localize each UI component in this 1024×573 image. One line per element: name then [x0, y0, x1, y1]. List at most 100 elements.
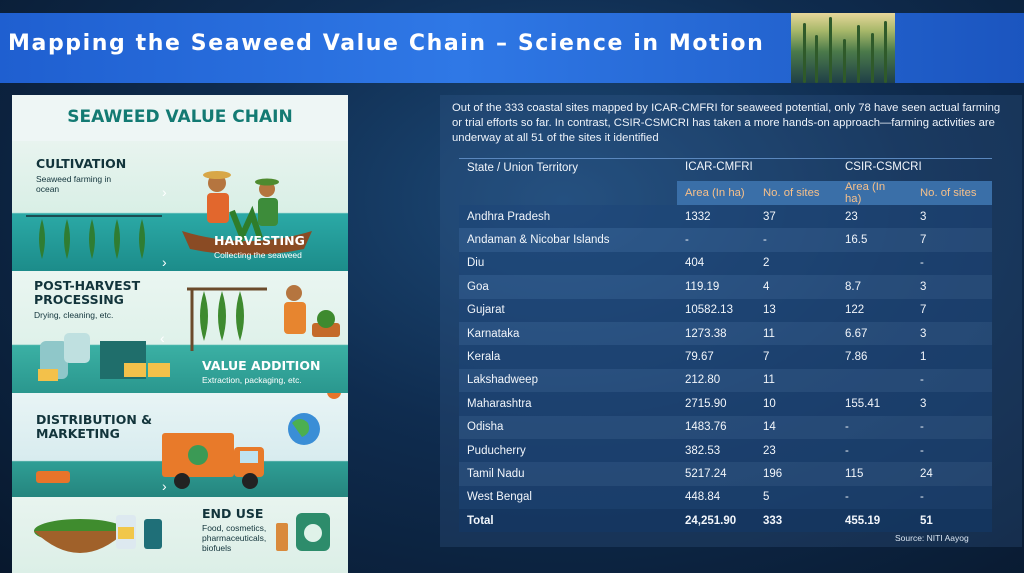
- infographic-heading: SEAWEED VALUE CHAIN: [67, 107, 293, 127]
- csir-area-cell: -: [837, 438, 912, 463]
- csir-sites-cell: 24: [912, 462, 992, 486]
- svg-text:‹: ‹: [160, 330, 165, 346]
- table-body: Andhra Pradesh 1332 37 23 3 Andaman & Nicobar…: [459, 205, 992, 533]
- icar-area-cell: 1483.76: [677, 415, 755, 439]
- stage-distribution-title: DISTRIBUTION & MARKETING: [36, 412, 153, 441]
- state-cell: Puducherry: [459, 438, 677, 463]
- stage-processing-title: POST-HARVEST PROCESSING: [34, 278, 141, 307]
- csir-sites-cell: 7: [912, 298, 992, 322]
- icar-area-cell: 1332: [677, 205, 755, 229]
- stage-harvesting-title: HARVESTING: [214, 233, 305, 248]
- table-row: West Bengal 448.84 5- -: [459, 485, 992, 510]
- csir-sites-cell: 7: [912, 228, 992, 252]
- csir-area-cell: 16.5: [837, 228, 912, 252]
- csir-csmcri-header: CSIR-CSMCRI: [845, 161, 922, 173]
- state-cell: Goa: [459, 275, 677, 299]
- table-row: Puducherry 382.53 23- -: [459, 438, 992, 463]
- icar-sites-cell: 4: [755, 275, 837, 299]
- table-row: Diu 404 2 -: [459, 251, 992, 276]
- csir-area-cell: [837, 251, 912, 276]
- table-row: Andhra Pradesh 1332 37 23 3: [459, 205, 992, 229]
- value-chain-infographic: SEAWEED VALUE CHAIN › › CULTIVATION Seaw…: [12, 95, 348, 573]
- icar-sites-cell: 7: [755, 345, 837, 369]
- total-label: Total: [459, 509, 677, 533]
- table-row: Maharashtra 2715.90 10 155.41 3: [459, 392, 992, 416]
- stage-cultivation-title: CULTIVATION: [36, 156, 127, 171]
- table-row: Odisha 1483.76 14- -: [459, 415, 992, 439]
- icar-area-cell: 5217.24: [677, 462, 755, 486]
- icar-area-cell: -: [677, 228, 755, 252]
- state-cell: Andaman & Nicobar Islands: [459, 228, 677, 252]
- state-cell: Odisha: [459, 415, 677, 439]
- icar-sites-cell: 11: [755, 321, 837, 346]
- icar-area-cell: 1273.38: [677, 321, 755, 346]
- table-row: Tamil Nadu 5217.24 196 115 24: [459, 462, 992, 486]
- state-cell: Karnataka: [459, 321, 677, 346]
- total-csir-area: 455.19: [837, 509, 912, 533]
- boat-illustration: › ›: [26, 171, 312, 270]
- state-cell: West Bengal: [459, 485, 677, 510]
- svg-text:›: ›: [162, 184, 167, 200]
- state-cell: Andhra Pradesh: [459, 205, 677, 229]
- table-row: Kerala 79.67 7 7.86 1: [459, 345, 992, 369]
- stage-value-addition-subtitle: Extraction, packaging, etc.: [202, 375, 302, 385]
- csir-area-cell: 7.86: [837, 345, 912, 369]
- icar-cmfri-header: ICAR-CMFRI: [685, 161, 753, 173]
- processing-illustration: ‹: [38, 285, 340, 381]
- svg-text:›: ›: [162, 478, 167, 494]
- csir-sites-cell: 1: [912, 345, 992, 369]
- csir-sites-cell: 3: [912, 321, 992, 346]
- stage-harvesting-subtitle: Collecting the seaweed: [214, 250, 302, 260]
- state-cell: Diu: [459, 251, 677, 276]
- total-icar-sites: 333: [755, 509, 837, 533]
- icar-sites-cell: 13: [755, 298, 837, 322]
- icar-sites-cell: 37: [755, 205, 837, 229]
- csir-area-cell: 8.7: [837, 275, 912, 299]
- csir-sites-cell: -: [912, 438, 992, 463]
- icar-sites-cell: 23: [755, 438, 837, 463]
- table-row: Andaman & Nicobar Islands - -16.5 7: [459, 228, 992, 252]
- icar-sites-cell: 14: [755, 415, 837, 439]
- csir-area-cell: 23: [837, 205, 912, 229]
- icar-sites-cell: 10: [755, 392, 837, 416]
- icar-area-cell: 382.53: [677, 438, 755, 463]
- icar-sites-cell: 11: [755, 368, 837, 393]
- csir-sites-header: No. of sites: [912, 181, 992, 205]
- icar-sites-cell: -: [755, 228, 837, 252]
- icar-sites-cell: 196: [755, 462, 837, 486]
- csir-sites-cell: 3: [912, 205, 992, 229]
- icar-sites-cell: 5: [755, 485, 837, 510]
- table-row: Karnataka 1273.38 11 6.67 3: [459, 321, 992, 346]
- csir-area-cell: 6.67: [837, 321, 912, 346]
- csir-sites-cell: 3: [912, 275, 992, 299]
- icar-sites-header: No. of sites: [755, 181, 837, 205]
- icar-area-header: Area (In ha): [677, 181, 755, 205]
- table-row: Goa 119.19 4 8.7 3: [459, 275, 992, 299]
- truck-illustration: ›: [36, 393, 341, 494]
- intro-text: Out of the 333 coastal sites mapped by I…: [452, 102, 1001, 144]
- stage-cultivation-subtitle: Seaweed farming in ocean: [36, 174, 112, 194]
- csir-area-cell: -: [837, 415, 912, 439]
- state-cell: Gujarat: [459, 298, 677, 322]
- icar-area-cell: 119.19: [677, 275, 755, 299]
- table-total-row: Total 24,251.90 333 455.19 51: [459, 509, 992, 533]
- table-top-rule: [459, 158, 992, 159]
- table-row: Gujarat 10582.13 13 122 7: [459, 298, 992, 322]
- seaweed-photo: [791, 13, 895, 83]
- csir-area-cell: -: [837, 485, 912, 510]
- csir-sites-cell: -: [912, 415, 992, 439]
- source-note: Source: NITI Aayog: [895, 533, 969, 543]
- csir-sites-cell: 3: [912, 392, 992, 416]
- icar-sites-cell: 2: [755, 251, 837, 276]
- csir-sites-cell: -: [912, 251, 992, 276]
- page-title: Mapping the Seaweed Value Chain – Scienc…: [8, 31, 765, 56]
- state-cell: Lakshadweep: [459, 368, 677, 393]
- icar-area-cell: 448.84: [677, 485, 755, 510]
- state-cell: Tamil Nadu: [459, 462, 677, 486]
- icar-area-cell: 79.67: [677, 345, 755, 369]
- seaweed-sites-table: State / Union Territory ICAR-CMFRI CSIR-…: [459, 158, 992, 533]
- icar-area-cell: 2715.90: [677, 392, 755, 416]
- end-use-illustration: [34, 513, 330, 553]
- csir-area-cell: [837, 368, 912, 393]
- table-row: Lakshadweep 212.80 11 -: [459, 368, 992, 393]
